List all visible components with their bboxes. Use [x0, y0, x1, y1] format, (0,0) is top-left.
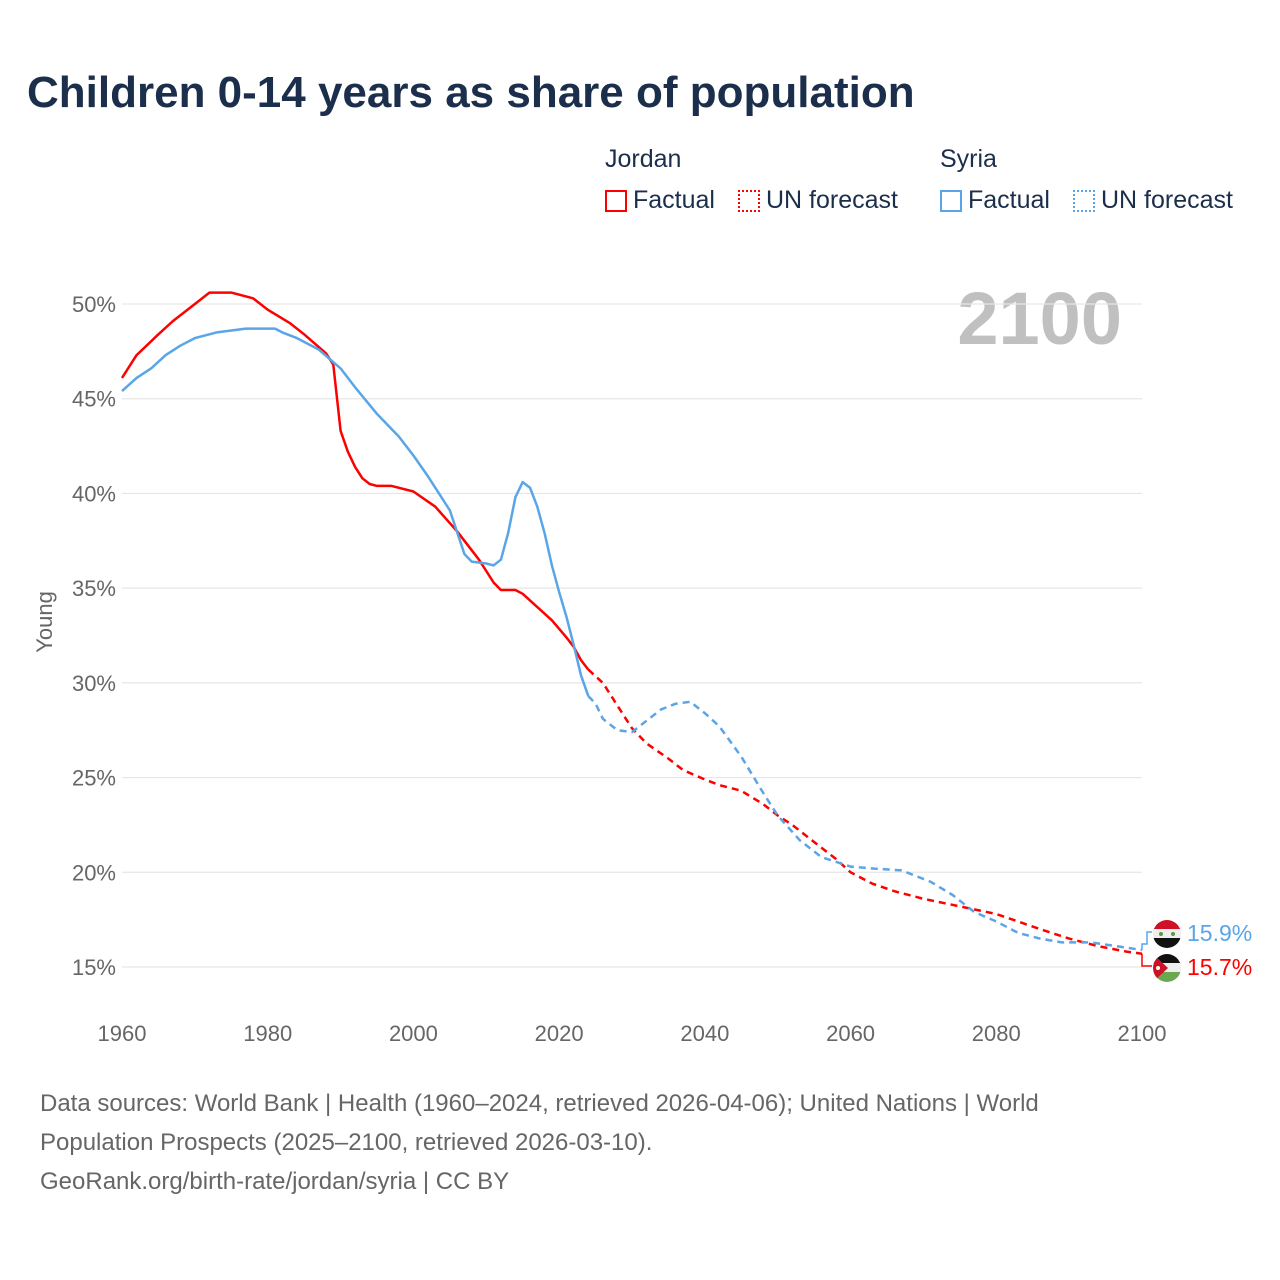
y-tick-label: 15%	[72, 955, 116, 980]
x-tick-label: 2020	[535, 1021, 584, 1046]
footer-sources-1: Data sources: World Bank | Health (1960–…	[40, 1090, 1039, 1117]
legend-syria-forecast[interactable]: UN forecast	[1073, 186, 1233, 215]
y-tick-label: 35%	[72, 576, 116, 601]
chart-title: Children 0-14 years as share of populati…	[27, 68, 915, 117]
end-label-syria: 15.9%	[1187, 920, 1252, 946]
y-tick-label: 25%	[72, 766, 116, 791]
legend-label: Factual	[633, 186, 715, 214]
plot-area: 15% 20% 25% 30% 35% 40% 45% 50% 1960 1980 2000 2020…	[32, 291, 1252, 1046]
syria-flag-icon	[1153, 920, 1181, 948]
x-tick-label: 2000	[389, 1021, 438, 1046]
flag-star	[1159, 932, 1163, 936]
series-line-syria-un-forecast	[587, 695, 1143, 952]
legend-jordan-forecast[interactable]: UN forecast	[738, 186, 898, 215]
legend-jordan-factual[interactable]: Factual	[605, 186, 715, 215]
legend-label: Factual	[968, 186, 1050, 214]
flag-stripe	[1153, 972, 1181, 982]
legend-swatch-dotted	[1073, 189, 1095, 212]
flag-stripe	[1153, 938, 1181, 948]
jordan-flag-icon	[1153, 954, 1181, 982]
x-tick-label: 2040	[680, 1021, 729, 1046]
y-tick-label: 50%	[72, 292, 116, 317]
current-year-label: 2100	[957, 277, 1122, 360]
y-tick-label: 45%	[72, 387, 116, 412]
flag-stripe	[1153, 920, 1181, 930]
jordan-end-connector	[1141, 953, 1152, 967]
legend-syria-factual[interactable]: Factual	[940, 186, 1050, 215]
legend-label: UN forecast	[1101, 186, 1233, 214]
x-tick-label: 2080	[972, 1021, 1021, 1046]
y-axis-label: Young	[32, 591, 57, 653]
end-label-jordan: 15.7%	[1187, 954, 1252, 980]
y-tick-label: 40%	[72, 481, 116, 506]
series-line-syria-factual	[121, 327, 590, 697]
flag-stripe	[1153, 929, 1181, 939]
legend-label: UN forecast	[766, 186, 898, 214]
legend-country-syria: Syria	[940, 145, 997, 173]
legend-swatch-solid	[605, 189, 627, 212]
y-tick-label: 20%	[72, 860, 116, 885]
footer-sources-2: Population Prospects (2025–2100, retriev…	[40, 1129, 653, 1156]
syria-end-connector	[1141, 931, 1152, 950]
flag-triangle	[1153, 954, 1168, 982]
flag-stripe	[1153, 954, 1181, 964]
legend-swatch-solid	[940, 189, 962, 212]
y-tick-label: 30%	[72, 671, 116, 696]
x-tick-label: 2060	[826, 1021, 875, 1046]
flag-star	[1156, 966, 1160, 970]
legend-country-jordan: Jordan	[605, 145, 682, 173]
x-tick-label: 2100	[1118, 1021, 1167, 1046]
x-tick-label: 1960	[98, 1021, 147, 1046]
x-tick-label: 1980	[243, 1021, 292, 1046]
footer-link[interactable]: GeoRank.org/birth-rate/jordan/syria | CC…	[40, 1168, 510, 1195]
legend-swatch-dotted	[738, 189, 760, 212]
series-line-jordan-un-forecast	[587, 668, 1143, 955]
flag-star	[1171, 932, 1175, 936]
series-line-jordan-factual	[120, 291, 590, 671]
